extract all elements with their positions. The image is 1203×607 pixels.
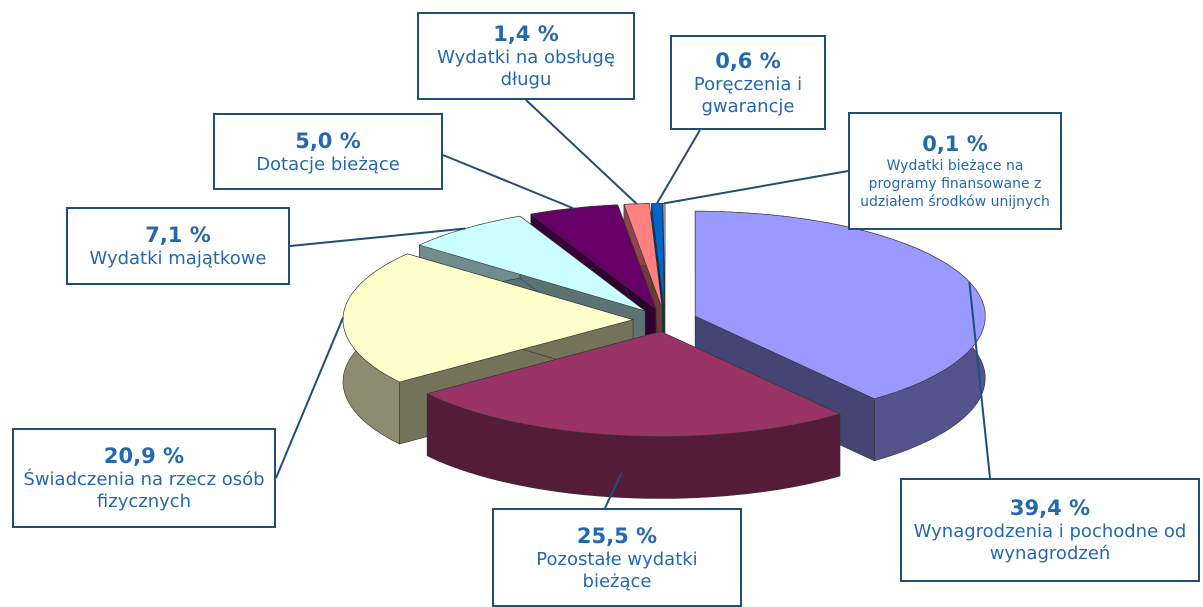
leader-line bbox=[525, 99, 638, 205]
slice-top bbox=[623, 203, 663, 309]
category-label: Świadczenia na rzecz osób fizycznych bbox=[23, 469, 265, 512]
label-box: 20,9 % Świadczenia na rzecz osób fizyczny… bbox=[12, 428, 276, 528]
category-label: Wynagrodzenia i pochodne od wynagrodzeń bbox=[913, 521, 1187, 564]
value-label: 20,9 % bbox=[103, 444, 185, 468]
value-label: 0,1 % bbox=[922, 132, 988, 156]
value-label: 25,5 % bbox=[576, 523, 658, 548]
value-label: 7,1 % bbox=[145, 223, 211, 247]
label-box: 39,4 % Wynagrodzenia i pochodne od wynagr… bbox=[900, 478, 1200, 582]
label-box: 25,5 % Pozostałe wydatki bieżące bbox=[492, 508, 742, 607]
slice-top bbox=[418, 215, 646, 312]
slice-top bbox=[651, 203, 665, 309]
label-box: 5,0 % Dotacje bieżące bbox=[213, 113, 443, 190]
leader-line bbox=[275, 317, 345, 479]
label-box: 0,6 % Poręczenia i gwarancje bbox=[670, 35, 826, 130]
label-box: 1,4 % Wydatki na obsługę długu bbox=[417, 12, 635, 100]
category-label: Wydatki na obsługę długu bbox=[437, 47, 615, 90]
category-label: Pozostałe wydatki bieżące bbox=[536, 548, 698, 592]
category-label: Wydatki bieżące na programy finansowane … bbox=[860, 158, 1050, 210]
slice-top bbox=[426, 331, 841, 437]
slice bbox=[426, 331, 841, 499]
leader-line bbox=[604, 472, 623, 509]
value-label: 1,4 % bbox=[493, 22, 559, 46]
value-label: 5,0 % bbox=[295, 128, 361, 153]
label-box: 7,1 % Wydatki majątkowe bbox=[66, 207, 290, 285]
category-label: Wydatki majątkowe bbox=[89, 248, 267, 269]
leader-line bbox=[663, 170, 849, 205]
label-box: 0,1 % Wydatki bieżące na programy finanso… bbox=[848, 112, 1062, 230]
leader-line bbox=[656, 129, 701, 204]
leader-line bbox=[289, 227, 466, 247]
leader-line bbox=[968, 281, 991, 479]
category-label: Dotacje bieżące bbox=[256, 153, 400, 175]
leader-line bbox=[442, 154, 574, 210]
value-label: 39,4 % bbox=[1009, 496, 1091, 520]
slice-top bbox=[530, 204, 657, 310]
slice-top bbox=[342, 253, 635, 383]
value-label: 0,6 % bbox=[715, 48, 781, 73]
category-label: Poręczenia i gwarancje bbox=[693, 73, 803, 117]
